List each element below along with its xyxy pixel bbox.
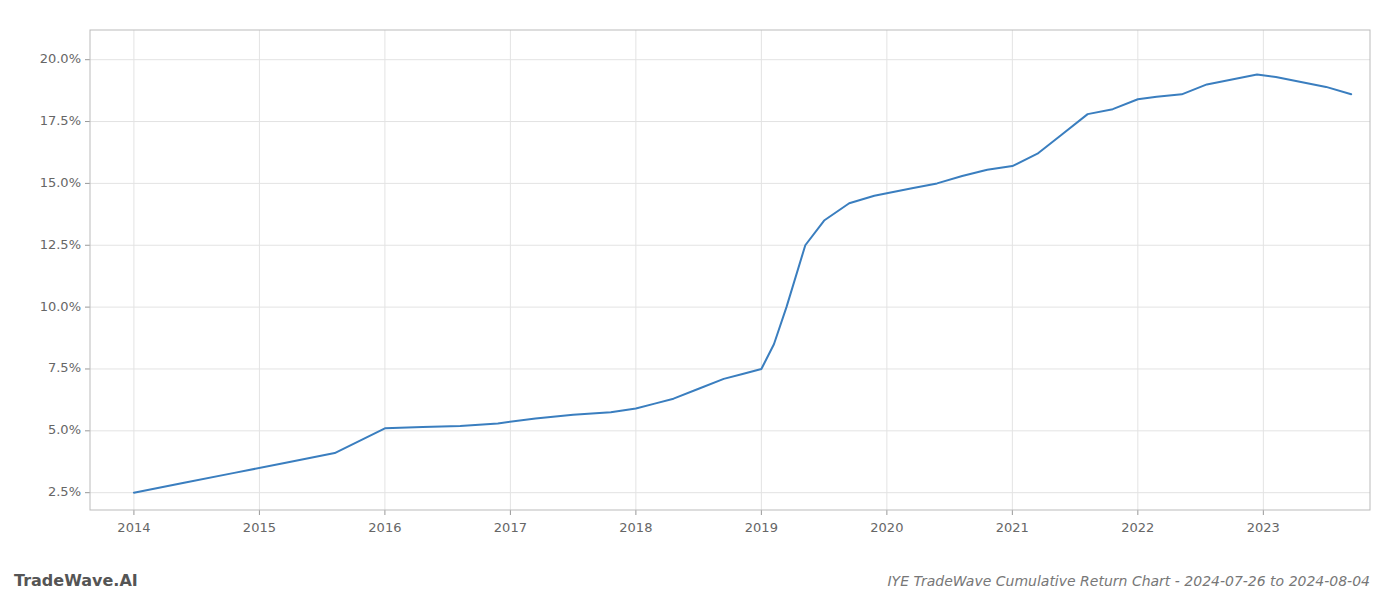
tick-mark-y xyxy=(85,183,90,184)
tick-mark-x xyxy=(635,510,636,515)
tick-label-y: 20.0% xyxy=(40,51,81,66)
grid-line-y xyxy=(90,183,1370,184)
grid-line-y xyxy=(90,368,1370,369)
tick-label-x: 2022 xyxy=(1121,520,1154,535)
grid-line-x xyxy=(1012,30,1013,510)
grid-line-y xyxy=(90,59,1370,60)
grid-line-x xyxy=(1137,30,1138,510)
grid-line-x xyxy=(259,30,260,510)
tick-label-y: 7.5% xyxy=(48,360,81,375)
tick-label-x: 2023 xyxy=(1247,520,1280,535)
chart: 2.5% 5.0% 7.5% 10.0% 12.5% 15.0% 17.5% 20.0% 201… xyxy=(0,0,1400,600)
tick-mark-x xyxy=(886,510,887,515)
tick-mark-x xyxy=(1012,510,1013,515)
tick-mark-y xyxy=(85,59,90,60)
chart-title: IYE TradeWave Cumulative Return Chart - … xyxy=(887,573,1370,589)
tick-mark-x xyxy=(259,510,260,515)
grid-line-y xyxy=(90,307,1370,308)
tick-label-x: 2014 xyxy=(117,520,150,535)
plot-area xyxy=(134,75,1351,493)
grid-line-y xyxy=(90,121,1370,122)
grid-line-y xyxy=(90,492,1370,493)
tick-label-y: 2.5% xyxy=(48,484,81,499)
tick-mark-x xyxy=(384,510,385,515)
grid-line-x xyxy=(510,30,511,510)
tick-label-y: 10.0% xyxy=(40,299,81,314)
tick-mark-y xyxy=(85,307,90,308)
tick-label-x: 2018 xyxy=(619,520,652,535)
tick-label-x: 2017 xyxy=(494,520,527,535)
grid-line-x xyxy=(635,30,636,510)
tick-mark-y xyxy=(85,430,90,431)
grid-line-x xyxy=(133,30,134,510)
tick-label-y: 17.5% xyxy=(40,113,81,128)
grid xyxy=(90,30,1370,510)
grid-line-x xyxy=(886,30,887,510)
grid-line-y xyxy=(90,245,1370,246)
tick-label-y: 15.0% xyxy=(40,175,81,190)
grid-line-x xyxy=(761,30,762,510)
tick-label-y: 5.0% xyxy=(48,422,81,437)
plot-frame xyxy=(90,30,1370,510)
tick-label-x: 2016 xyxy=(368,520,401,535)
tick-mark-x xyxy=(1137,510,1138,515)
grid-line-x xyxy=(384,30,385,510)
tick-mark-x xyxy=(133,510,134,515)
grid-line-x xyxy=(1263,30,1264,510)
tick-label-x: 2021 xyxy=(996,520,1029,535)
tick-label-x: 2015 xyxy=(243,520,276,535)
tick-mark-y xyxy=(85,121,90,122)
grid-line-y xyxy=(90,430,1370,431)
tick-label-x: 2020 xyxy=(870,520,903,535)
tick-mark-y xyxy=(85,492,90,493)
tick-mark-x xyxy=(1263,510,1264,515)
tick-mark-y xyxy=(85,245,90,246)
axes: 2.5% 5.0% 7.5% 10.0% 12.5% 15.0% 17.5% 20.0% 201… xyxy=(40,30,1370,535)
tick-mark-x xyxy=(761,510,762,515)
tick-mark-y xyxy=(85,368,90,369)
watermark: TradeWave.AI xyxy=(14,571,138,590)
tick-mark-x xyxy=(510,510,511,515)
tick-label-x: 2019 xyxy=(745,520,778,535)
tick-label-y: 12.5% xyxy=(40,237,81,252)
data-line xyxy=(134,75,1351,493)
